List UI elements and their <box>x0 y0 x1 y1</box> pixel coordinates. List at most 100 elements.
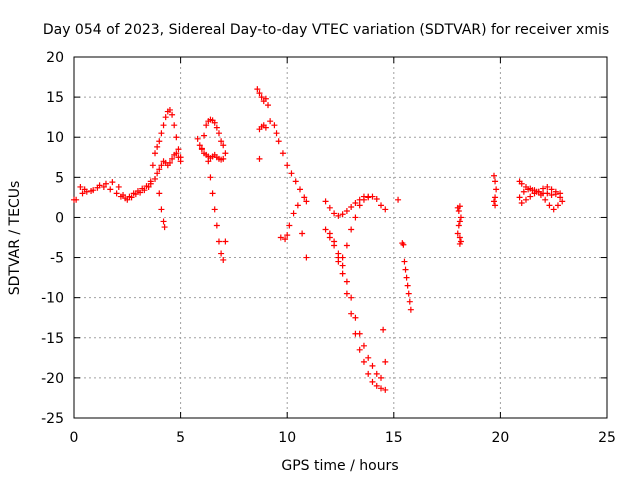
data-point <box>77 183 84 190</box>
data-point <box>213 124 220 131</box>
data-point <box>540 185 547 192</box>
data-point <box>215 130 222 137</box>
data-point <box>211 206 218 213</box>
data-point <box>406 298 413 305</box>
data-point <box>209 190 216 197</box>
y-tick-label: -20 <box>41 371 64 387</box>
data-point <box>222 150 229 157</box>
data-point <box>156 190 163 197</box>
data-point <box>520 188 527 195</box>
data-point <box>294 202 301 209</box>
data-point <box>162 114 169 121</box>
data-point <box>373 195 380 202</box>
series-arc-0-3.7h <box>71 179 154 203</box>
data-point <box>115 183 122 190</box>
series-arc-19.7h <box>491 172 500 209</box>
data-point <box>456 218 463 225</box>
y-tick-label: 5 <box>55 170 64 186</box>
y-tick-label: 15 <box>46 90 64 106</box>
data-point <box>201 132 208 139</box>
data-point <box>161 224 168 231</box>
data-point <box>292 178 299 185</box>
y-tick-label: 20 <box>46 50 64 66</box>
data-point <box>160 122 167 129</box>
data-point <box>326 204 333 211</box>
data-point <box>152 150 159 157</box>
data-point <box>154 170 161 177</box>
data-point <box>455 222 462 229</box>
data-point <box>303 254 310 261</box>
x-tick-label: 10 <box>278 430 296 446</box>
x-tick-label: 20 <box>491 430 509 446</box>
data-point <box>175 154 182 161</box>
data-point <box>360 358 367 365</box>
data-point <box>331 210 338 217</box>
data-point <box>194 135 201 142</box>
data-point <box>401 258 408 265</box>
data-point <box>343 242 350 249</box>
data-point <box>493 186 500 193</box>
data-point <box>352 200 359 207</box>
data-point <box>177 158 184 165</box>
y-tick-label: -10 <box>41 291 64 307</box>
data-point <box>171 122 178 129</box>
data-point <box>518 180 525 187</box>
data-point <box>265 102 272 109</box>
data-point <box>220 256 227 263</box>
data-point <box>322 198 329 205</box>
data-point <box>173 150 180 157</box>
data-point <box>382 358 389 365</box>
series-arc-5.8-7.2h <box>194 116 229 263</box>
data-point <box>456 203 463 210</box>
grid-lines <box>74 57 607 418</box>
x-tick-label: 0 <box>70 430 79 446</box>
data-point <box>522 196 529 203</box>
data-point <box>456 240 463 247</box>
data-point <box>149 162 156 169</box>
data-point <box>296 186 303 193</box>
data-point <box>529 187 536 194</box>
data-point <box>369 378 376 385</box>
data-point <box>405 290 412 297</box>
data-point <box>211 119 218 126</box>
data-point <box>102 180 109 187</box>
data-point <box>378 374 385 381</box>
data-point <box>365 354 372 361</box>
data-point <box>550 206 557 213</box>
data-point <box>491 172 498 179</box>
data-point <box>544 190 551 197</box>
data-point <box>222 238 229 245</box>
data-point <box>365 370 372 377</box>
data-point <box>492 178 499 185</box>
plot-frame <box>73 56 608 419</box>
data-point <box>290 210 297 217</box>
data-point <box>537 191 544 198</box>
data-point <box>156 138 163 145</box>
data-point <box>215 238 222 245</box>
data-point <box>303 198 310 205</box>
data-point <box>262 95 269 102</box>
data-point <box>339 211 346 218</box>
data-point <box>258 94 265 101</box>
data-point <box>343 208 350 215</box>
data-point <box>339 270 346 277</box>
data-point <box>169 111 176 118</box>
data-point <box>286 222 293 229</box>
series-arc-8.6-11h <box>254 86 310 261</box>
data-point <box>548 186 555 193</box>
data-point <box>454 230 461 237</box>
data-point <box>491 198 498 205</box>
data-point <box>559 198 566 205</box>
data-point <box>348 226 355 233</box>
data-point <box>352 214 359 221</box>
data-point <box>492 194 499 201</box>
data-point <box>218 138 225 145</box>
data-point <box>382 386 389 393</box>
y-axis-label: SDTVAR / TECUs <box>7 181 23 296</box>
data-point <box>407 306 414 313</box>
data-point <box>360 342 367 349</box>
data-point <box>301 194 308 201</box>
data-point <box>356 196 363 203</box>
data-point <box>542 196 549 203</box>
data-point <box>113 190 120 197</box>
